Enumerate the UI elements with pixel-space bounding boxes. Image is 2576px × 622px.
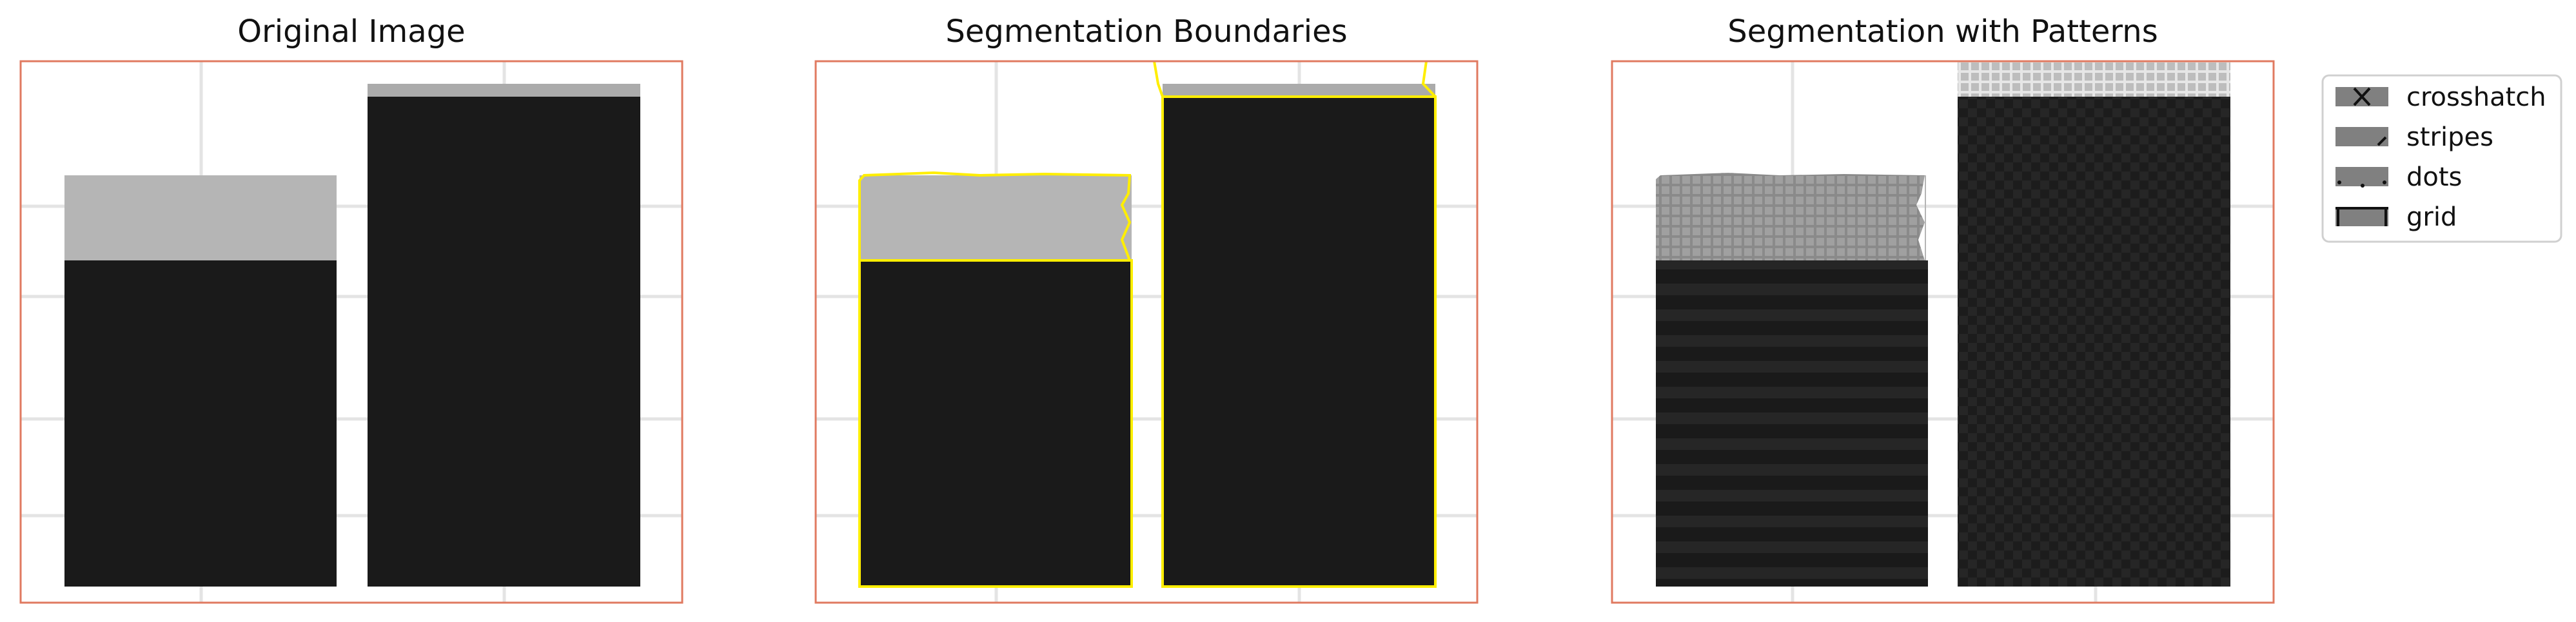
image-area [21,61,682,603]
legend-label: grid [2406,202,2457,232]
bar-right-top-segment [368,84,640,97]
stripes-icon [2377,136,2387,146]
boundary-top-region-right [1421,61,1437,98]
boundary-right-bottom [1161,95,1437,588]
panel-boundaries: Segmentation Boundaries [814,14,1479,604]
legend-swatch [2335,207,2388,226]
bar-left-top-segment [860,175,1132,260]
image-area [1612,61,2274,603]
segmentation-boundaries [858,61,1437,588]
bar-left-bottom-segment [1656,260,1928,587]
bar-right-top-segment [1163,84,1435,97]
bar-right-bottom-segment [1958,97,2230,587]
legend-label: dots [2406,162,2462,192]
boundary-left-bottom [858,259,1133,588]
bar-left-top-segment [1656,173,1925,260]
panel-title: Segmentation with Patterns [1727,14,2158,50]
legend-label: stripes [2406,122,2493,152]
panel-original: Original Image [19,14,683,604]
grid-icon [2335,207,2388,226]
legend-item-stripes: stripes [2335,122,2493,152]
boundary-left-top [858,171,1132,261]
panel-title: Original Image [237,14,465,50]
bar-left-bottom-segment [860,260,1132,587]
panel-frame [814,60,1479,604]
panel-title: Segmentation Boundaries [945,14,1347,50]
bar-right-top-segment [1958,61,2230,97]
legend-box [2321,74,2562,243]
legend-item-grid: grid [2335,202,2457,232]
legend-item-dots: dots [2335,162,2462,192]
image-area [816,61,1477,603]
bar-right-bottom-segment [368,97,640,587]
legend: crosshatch stripes dots [2321,74,2562,243]
panel-patterns: Segmentation with Patterns [1611,14,2275,604]
panel-frame [19,60,683,604]
bar-left-bottom-segment [64,260,337,587]
legend-item-crosshatch: crosshatch [2335,83,2546,112]
legend-swatch [2335,167,2388,186]
legend-label: crosshatch [2406,83,2546,112]
crosshatch-icon [2353,87,2371,106]
bar-right-bottom-segment [1163,97,1435,587]
dots-icon [2337,180,2386,188]
bar-left-top-segment [64,175,337,260]
panel-frame [1611,60,2275,604]
